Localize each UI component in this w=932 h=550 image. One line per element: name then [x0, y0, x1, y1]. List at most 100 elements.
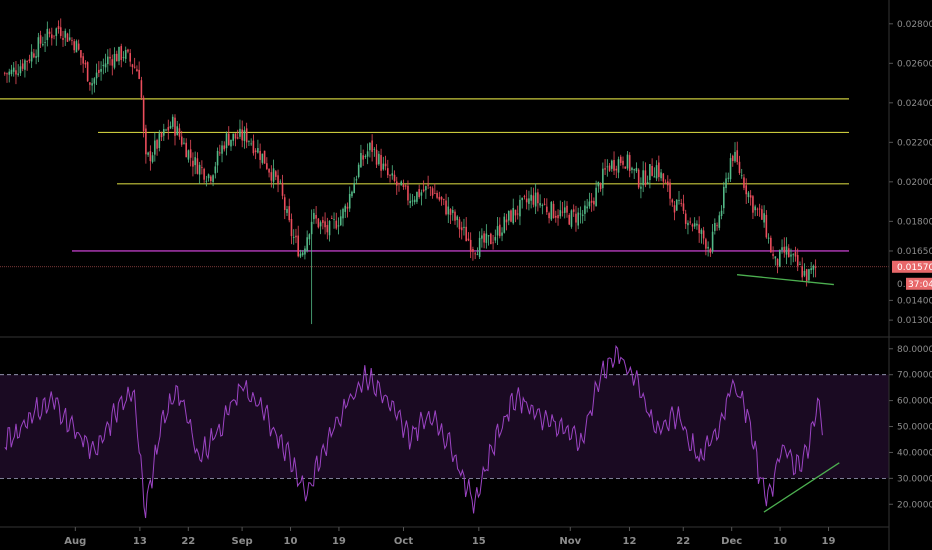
- candle-body: [691, 224, 694, 227]
- candle-body: [519, 199, 521, 217]
- candle-body: [324, 221, 326, 228]
- candle-body: [619, 156, 622, 163]
- price-pane[interactable]: [0, 18, 889, 325]
- last-price-label: 0.015704: [897, 263, 932, 273]
- candle-body: [521, 197, 523, 201]
- candle-body: [39, 35, 42, 44]
- candle-body: [165, 129, 167, 131]
- candle-body: [608, 165, 611, 171]
- candle-body: [725, 178, 727, 189]
- candle-body: [19, 66, 22, 74]
- candle-body: [409, 200, 411, 204]
- candle-body: [124, 49, 127, 59]
- candle-body: [590, 200, 593, 203]
- candle-body: [205, 180, 208, 182]
- candle-body: [326, 225, 329, 233]
- candle-body: [763, 213, 765, 223]
- candle-body: [131, 64, 134, 68]
- candle-body: [779, 249, 781, 267]
- rsi-axis[interactable]: 80.0000 70.0000 60.0000 50.0000 40.0000 30.00…: [889, 345, 932, 510]
- candle-body: [684, 213, 687, 224]
- candle-body: [360, 153, 362, 168]
- candle-body: [292, 237, 295, 238]
- candle-body: [111, 59, 114, 66]
- candle-body: [436, 192, 438, 198]
- candle-body: [781, 247, 783, 251]
- candle-body: [348, 193, 351, 209]
- candle-body: [476, 254, 479, 256]
- candle-body: [649, 164, 651, 181]
- price-badges: 0.015704 0.37:04: [892, 260, 932, 290]
- candle-body: [667, 181, 669, 186]
- countdown-badge: [906, 277, 932, 290]
- candle-body: [505, 219, 508, 223]
- candle-body: [756, 208, 759, 210]
- time-axis[interactable]: Aug 13 22 Sep 10 19 Oct 15 Nov 12 22 Dec 10 19: [64, 527, 836, 547]
- candle-body: [75, 41, 78, 53]
- candle-body: [366, 151, 369, 157]
- candle-body: [539, 203, 541, 206]
- candle-body: [425, 186, 427, 191]
- candle-body: [198, 164, 201, 175]
- candle-body: [660, 172, 662, 179]
- candle-body: [611, 160, 613, 169]
- candle-body: [548, 213, 550, 219]
- candle-body: [714, 223, 716, 231]
- candle-body: [794, 252, 797, 257]
- candle-body: [543, 203, 546, 205]
- candle-body: [133, 66, 136, 68]
- time-tick-label: 13: [133, 536, 147, 547]
- candle-body: [729, 158, 732, 180]
- candle-body: [207, 174, 210, 179]
- candle-body: [434, 193, 436, 194]
- rsi-trend-line[interactable]: [763, 462, 840, 513]
- candle-body: [24, 60, 26, 70]
- candle-body: [537, 192, 539, 204]
- candle-body: [413, 199, 416, 203]
- candle-body: [577, 212, 579, 226]
- candle-body: [288, 206, 291, 221]
- candle-body: [391, 173, 394, 176]
- rsi-pane[interactable]: [0, 344, 889, 519]
- candle-body: [232, 133, 235, 141]
- candle-body: [546, 206, 548, 213]
- candle-body: [586, 206, 588, 209]
- candle-body: [183, 142, 185, 144]
- candle-body: [375, 149, 378, 165]
- candle-body: [171, 116, 174, 127]
- candle-body: [248, 141, 250, 142]
- candle-body: [339, 216, 342, 226]
- candle-body: [3, 72, 6, 74]
- candle-body: [57, 26, 60, 30]
- price-trend-line[interactable]: [736, 274, 834, 286]
- candle-body: [115, 53, 118, 62]
- candle-body: [174, 117, 176, 136]
- candle-body: [243, 130, 246, 141]
- candle-body: [301, 252, 304, 256]
- candle-body: [158, 133, 161, 149]
- candle-body: [272, 168, 275, 182]
- time-tick-label: 19: [822, 536, 836, 547]
- candle-body: [420, 192, 423, 196]
- candle-body: [416, 191, 418, 202]
- candle-body: [362, 155, 364, 160]
- candle-body: [631, 167, 633, 170]
- candle-body: [241, 129, 243, 141]
- candle-body: [62, 38, 64, 40]
- candle-body: [129, 53, 131, 62]
- candle-body: [26, 61, 28, 62]
- candle-body: [669, 182, 671, 199]
- candle-body: [767, 237, 770, 239]
- last-price-badge: [892, 260, 932, 273]
- candle-body: [225, 133, 228, 149]
- candle-body: [772, 254, 774, 256]
- candle-body: [138, 69, 140, 79]
- candle-body: [449, 209, 452, 215]
- candle-body: [227, 133, 230, 146]
- candle-body: [541, 205, 544, 207]
- rsi-tick-label: 80.0000: [897, 345, 932, 355]
- candle-body: [734, 151, 736, 162]
- candle-body: [259, 150, 261, 160]
- candle-body: [747, 192, 750, 198]
